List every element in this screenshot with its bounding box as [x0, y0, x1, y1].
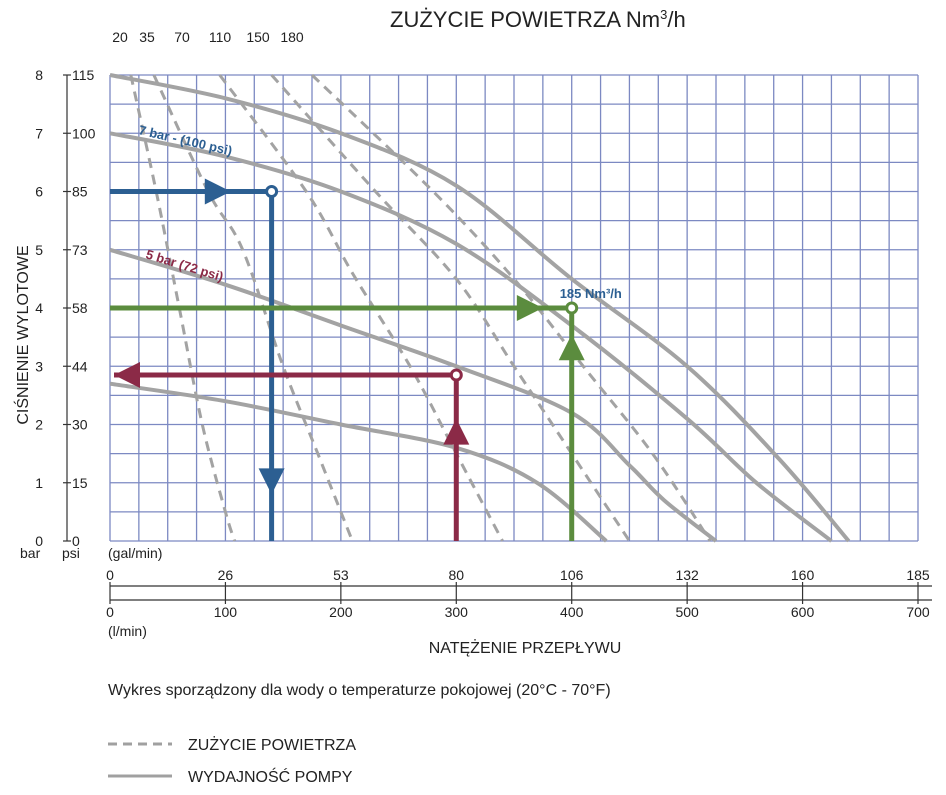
arrow-head [516, 295, 543, 321]
arrow-head [258, 468, 285, 495]
air-consumption-curve [129, 74, 237, 542]
y-tick-label-psi: 15 [72, 475, 88, 491]
y-unit-psi: psi [62, 545, 80, 561]
y-tick-label-psi: 115 [72, 67, 95, 83]
y-tick-label-bar: 0 [35, 533, 43, 549]
y-tick-label-psi: 100 [72, 125, 96, 141]
pump-capacity-curve [109, 131, 833, 543]
air-consumption-curve [152, 74, 354, 542]
pump-capacity-curve [109, 381, 608, 543]
top-tick-label: 180 [280, 29, 304, 45]
y-tick-label-psi: 44 [72, 358, 88, 374]
x-tick-label-gal: 53 [333, 567, 349, 583]
air-consumption-curve [310, 73, 712, 542]
x-tick-label-gal: 26 [218, 567, 234, 583]
arrow-head [558, 334, 585, 361]
x-unit-l: (l/min) [108, 623, 147, 639]
y-tick-label-psi: 85 [72, 184, 88, 200]
y-tick-label-bar: 1 [35, 475, 43, 491]
green-operating-point [565, 301, 579, 315]
x-tick-label-gal: 132 [675, 567, 699, 583]
example-arrows [110, 178, 585, 541]
x-unit-gal: (gal/min) [108, 545, 162, 561]
y-axis-label: CIŚNIENIE WYLOTOWE [13, 245, 32, 424]
y-tick-label-bar: 3 [35, 358, 43, 374]
y-tick-label-bar: 7 [35, 125, 43, 141]
top-tick-label: 150 [246, 29, 270, 45]
x-tick-label-l: 400 [560, 604, 584, 620]
pump-capacity-curve [109, 73, 851, 543]
top-tick-label: 110 [209, 29, 232, 45]
x-tick-label-l: 700 [906, 604, 930, 620]
legend: ZUŻYCIE POWIETRZA WYDAJNOŚĆ POMPY [108, 735, 356, 786]
red-operating-point [449, 368, 463, 382]
legend-label-air: ZUŻYCIE POWIETRZA [188, 735, 356, 754]
axis-labels: 7 bar - (100 psi)5 bar (72 psi)185 Nm³/h… [20, 29, 930, 639]
x-axis-label: NATĘŻENIE PRZEPŁYWU [429, 638, 622, 657]
x-tick-label-gal: 106 [560, 567, 584, 583]
air-consumption-curve [270, 74, 631, 542]
y-tick-label-bar: 5 [35, 242, 43, 258]
x-tick-label-l: 300 [445, 604, 469, 620]
y-tick-label-psi: 0 [72, 533, 80, 549]
top-tick-label: 35 [139, 29, 155, 45]
curve-label-185: 185 Nm³/h [560, 286, 622, 301]
chart-note: Wykres sporządzony dla wody o temperatur… [108, 682, 611, 699]
y-tick-label-bar: 6 [35, 184, 43, 200]
x-tick-label-l: 600 [791, 604, 815, 620]
y-tick-label-psi: 30 [72, 417, 88, 433]
top-tick-label: 20 [112, 29, 128, 45]
y-tick-label-bar: 2 [35, 417, 43, 433]
x-tick-label-gal: 80 [448, 567, 464, 583]
arrow-head [204, 178, 231, 205]
legend-label-pump: WYDAJNOŚĆ POMPY [188, 767, 353, 786]
pump-capacity-curves [109, 73, 851, 543]
top-tick-label: 70 [174, 29, 190, 45]
x-tick-label-l: 200 [329, 604, 353, 620]
x-tick-label-gal: 0 [106, 567, 114, 583]
x-tick-label-gal: 160 [791, 567, 815, 583]
y-tick-label-bar: 4 [35, 300, 43, 316]
pump-capacity-curve [109, 247, 718, 543]
y-tick-label-bar: 8 [35, 67, 43, 83]
x-tick-label-l: 500 [675, 604, 699, 620]
blue-operating-point [265, 185, 279, 198]
x-tick-label-l: 0 [106, 604, 114, 620]
arrow-head [114, 361, 140, 388]
chart-title: ZUŻYCIE POWIETRZA Nm3/h [390, 7, 686, 32]
x-tick-label-l: 100 [214, 604, 238, 620]
axes [63, 74, 932, 604]
y-tick-label-psi: 73 [72, 242, 88, 258]
x-tick-label-gal: 185 [906, 567, 930, 583]
y-tick-label-psi: 58 [72, 300, 88, 316]
arrow-head [443, 418, 470, 445]
y-unit-bar: bar [20, 545, 41, 561]
